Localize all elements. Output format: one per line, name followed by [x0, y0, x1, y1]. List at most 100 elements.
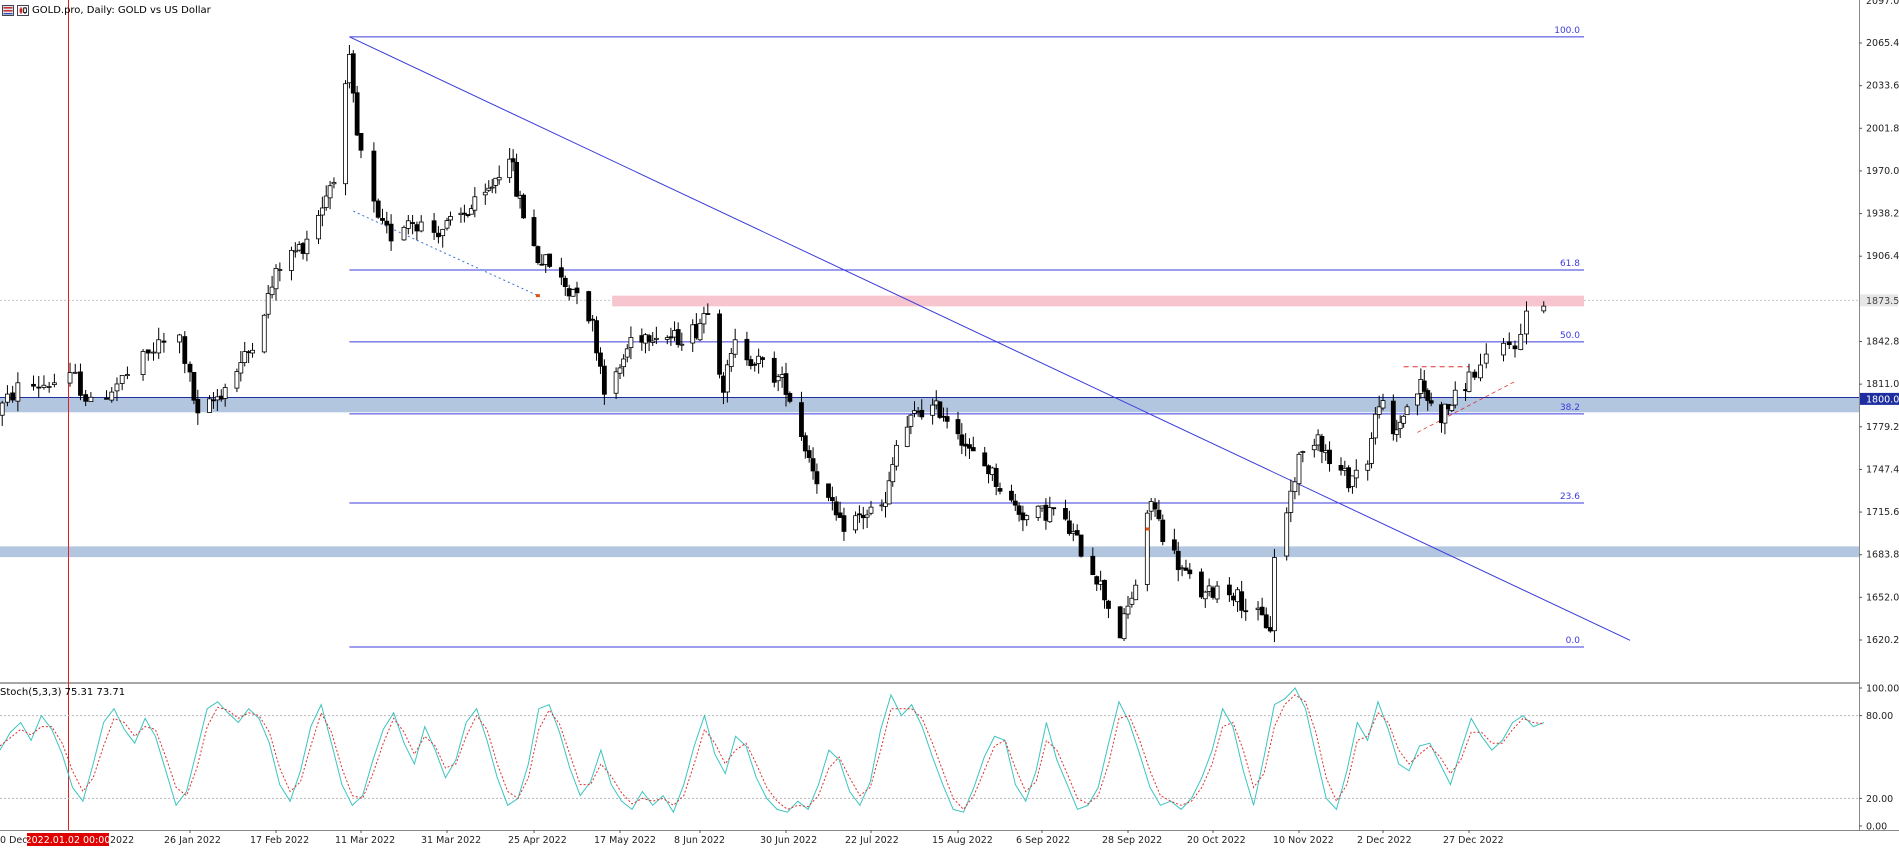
candle: [161, 332, 167, 353]
candle-body-bear: [574, 287, 580, 294]
candle: [0, 400, 5, 426]
candle-body-bear: [594, 320, 599, 354]
downtrend-line[interactable]: [349, 36, 1631, 641]
candle-body-bull: [908, 414, 914, 427]
candle-body-bear: [748, 359, 754, 367]
candle-body-bear: [993, 467, 999, 487]
candle: [410, 214, 416, 235]
date-label: 20 Oct 2022: [1187, 835, 1246, 846]
zone-pink-0[interactable]: [612, 295, 1584, 307]
candle-body-bull: [1039, 505, 1045, 509]
candle: [1425, 388, 1431, 411]
candle: [1415, 393, 1420, 416]
candle: [799, 391, 804, 441]
candle: [472, 187, 478, 218]
candle-body-bull: [624, 348, 630, 358]
candle: [514, 153, 519, 197]
candle: [1051, 507, 1057, 516]
candle: [182, 331, 188, 374]
candle: [701, 306, 707, 334]
candle-body-bull: [234, 371, 240, 389]
candle-body-bear: [380, 218, 385, 221]
candle-body-bull: [930, 404, 936, 416]
candle-body-bull: [444, 220, 450, 229]
candle: [510, 149, 516, 172]
candle: [1350, 475, 1355, 494]
candle: [521, 193, 526, 219]
candle-body-bull: [177, 334, 182, 343]
candle-body-bear: [1160, 519, 1166, 542]
zone-blue-1[interactable]: [0, 397, 1859, 413]
candle-body-bull: [1394, 429, 1400, 435]
candle: [1394, 419, 1400, 442]
candle: [401, 225, 407, 241]
candle-body-bull: [1296, 453, 1302, 485]
date-label: 6 Sep 2022: [1016, 835, 1070, 846]
candle: [1066, 510, 1072, 536]
candle-body-bull: [1415, 393, 1420, 406]
price-tick-label: 2065.40: [1866, 38, 1899, 49]
candle-body-bear: [857, 513, 862, 516]
candle-body-bull: [1148, 501, 1154, 512]
stoch-signal-line[interactable]: [0, 694, 1544, 811]
candle-body-bull: [1501, 342, 1506, 356]
candle: [1259, 597, 1265, 616]
candle-body-bull: [140, 351, 146, 376]
candle: [1106, 599, 1111, 619]
candle: [496, 165, 502, 185]
candle-body-bull: [67, 372, 73, 384]
candle-body-bear: [1117, 606, 1123, 639]
candle: [598, 347, 603, 375]
candle-body-bear: [841, 515, 847, 532]
candle: [1442, 403, 1448, 435]
candle-body-bull: [853, 515, 858, 531]
candle-body-bull: [613, 371, 619, 394]
candle: [1117, 605, 1123, 639]
candle-body-bull: [890, 464, 896, 483]
date-label: 17 May 2022: [594, 835, 656, 846]
date-label: 0 Dec: [0, 835, 27, 846]
grid-flag-icon[interactable]: [2, 4, 14, 16]
candle-body-bear: [435, 232, 441, 238]
candle-body-bull: [1518, 333, 1524, 350]
candle: [234, 368, 240, 393]
candles-chart-icon[interactable]: [17, 4, 29, 16]
stoch-main-line[interactable]: [0, 687, 1544, 814]
candle: [1239, 580, 1245, 619]
candle: [72, 363, 78, 374]
candle: [1160, 514, 1166, 546]
price-tick-label: 2033.60: [1866, 81, 1899, 92]
candle-body-bull: [1284, 512, 1290, 557]
candle-body-bear: [1338, 465, 1344, 471]
red-dashed-trend[interactable]: [1417, 381, 1516, 433]
candle-body-bull: [650, 340, 656, 343]
candle-body-bear: [461, 212, 467, 215]
candle-body-bear: [375, 200, 381, 218]
candle: [594, 316, 599, 361]
candle: [1472, 369, 1478, 380]
candle-body-bull: [1202, 591, 1208, 600]
candle-body-bull: [883, 502, 888, 507]
candle: [590, 314, 596, 332]
candle-body-bull: [493, 177, 499, 186]
candle: [380, 208, 385, 224]
candle-body-bull: [1035, 505, 1041, 518]
candle-body-bull: [327, 185, 333, 199]
candle-body-bull: [151, 351, 156, 354]
candle-body-bull: [1129, 597, 1135, 605]
candle-body-bear: [388, 223, 394, 242]
candle: [697, 318, 703, 342]
candle-body-bull: [1452, 389, 1458, 406]
price-tick-label: 1683.80: [1866, 550, 1899, 561]
zone-blue-2[interactable]: [0, 546, 1859, 558]
candle: [1401, 414, 1407, 428]
candle-body-bear: [860, 514, 866, 519]
fib-label-0.0: 0.0: [1566, 636, 1581, 646]
candle: [944, 407, 950, 429]
candle: [601, 359, 607, 405]
candle: [853, 511, 858, 534]
candle: [664, 335, 670, 345]
candle: [1541, 301, 1547, 314]
